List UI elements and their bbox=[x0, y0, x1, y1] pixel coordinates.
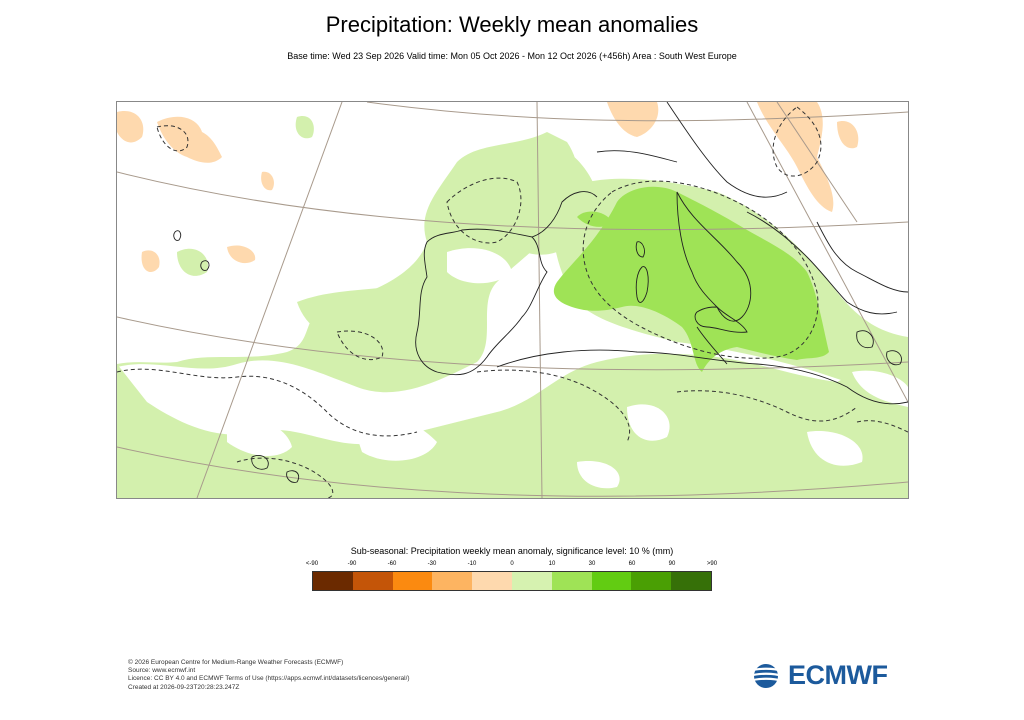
colorbar-swatch bbox=[551, 572, 592, 590]
dry-anomaly bbox=[117, 102, 859, 272]
wet-anomaly-medium bbox=[553, 186, 829, 372]
coastlines bbox=[173, 102, 908, 483]
colorbar-swatch bbox=[392, 572, 433, 590]
source-line: Source: www.ecmwf.int bbox=[128, 667, 196, 675]
tick-label: 0 bbox=[510, 561, 514, 567]
significance-contours bbox=[117, 106, 908, 498]
copyright-line: © 2026 European Centre for Medium-Range … bbox=[128, 659, 344, 666]
legend-title: Sub-seasonal: Precipitation weekly mean … bbox=[350, 546, 674, 556]
colorbar bbox=[312, 571, 712, 591]
colorbar-swatch bbox=[511, 572, 552, 590]
footer-credits: © 2026 European Centre for Medium-Range … bbox=[128, 659, 410, 692]
neutral-patches bbox=[227, 248, 908, 489]
colorbar-swatch bbox=[313, 572, 353, 590]
tick-label: <-90 bbox=[305, 561, 319, 567]
tick-label: -10 bbox=[467, 561, 477, 567]
colorbar-ticks: <-90 -90 -60 -30 -10 0 10 30 60 90 >90 bbox=[306, 561, 717, 571]
colorbar-swatch bbox=[671, 572, 711, 590]
tick-label: 30 bbox=[588, 561, 596, 567]
colorbar-swatch bbox=[631, 572, 672, 590]
colorbar-swatch bbox=[591, 572, 632, 590]
tick-label: 10 bbox=[548, 561, 556, 567]
licence-line: Licence: CC BY 4.0 and ECMWF Terms of Us… bbox=[128, 675, 410, 683]
ecmwf-logo-icon bbox=[748, 662, 784, 690]
tick-label: >90 bbox=[706, 561, 718, 567]
tick-label: 90 bbox=[668, 561, 676, 567]
anomaly-map bbox=[116, 101, 909, 499]
tick-label: 60 bbox=[628, 561, 636, 567]
ecmwf-logo-text: ECMWF bbox=[788, 660, 888, 690]
created-line: Created at 2026-09-23T20:28:23.247Z bbox=[128, 683, 240, 691]
colorbar-swatch bbox=[352, 572, 393, 590]
colorbar-swatch bbox=[472, 572, 512, 590]
tick-label: -30 bbox=[427, 561, 437, 567]
tick-label: -90 bbox=[347, 561, 357, 567]
colorbar-swatch bbox=[432, 572, 473, 590]
colorbar-legend: <-90 -90 -60 -30 -10 0 10 30 60 90 >90 bbox=[306, 561, 717, 591]
chart-title: Precipitation: Weekly mean anomalies bbox=[325, 12, 699, 37]
tick-label: -60 bbox=[387, 561, 397, 567]
chart-subtitle: Base time: Wed 23 Sep 2026 Valid time: M… bbox=[287, 51, 737, 61]
ecmwf-logo: ECMWF bbox=[748, 660, 888, 691]
